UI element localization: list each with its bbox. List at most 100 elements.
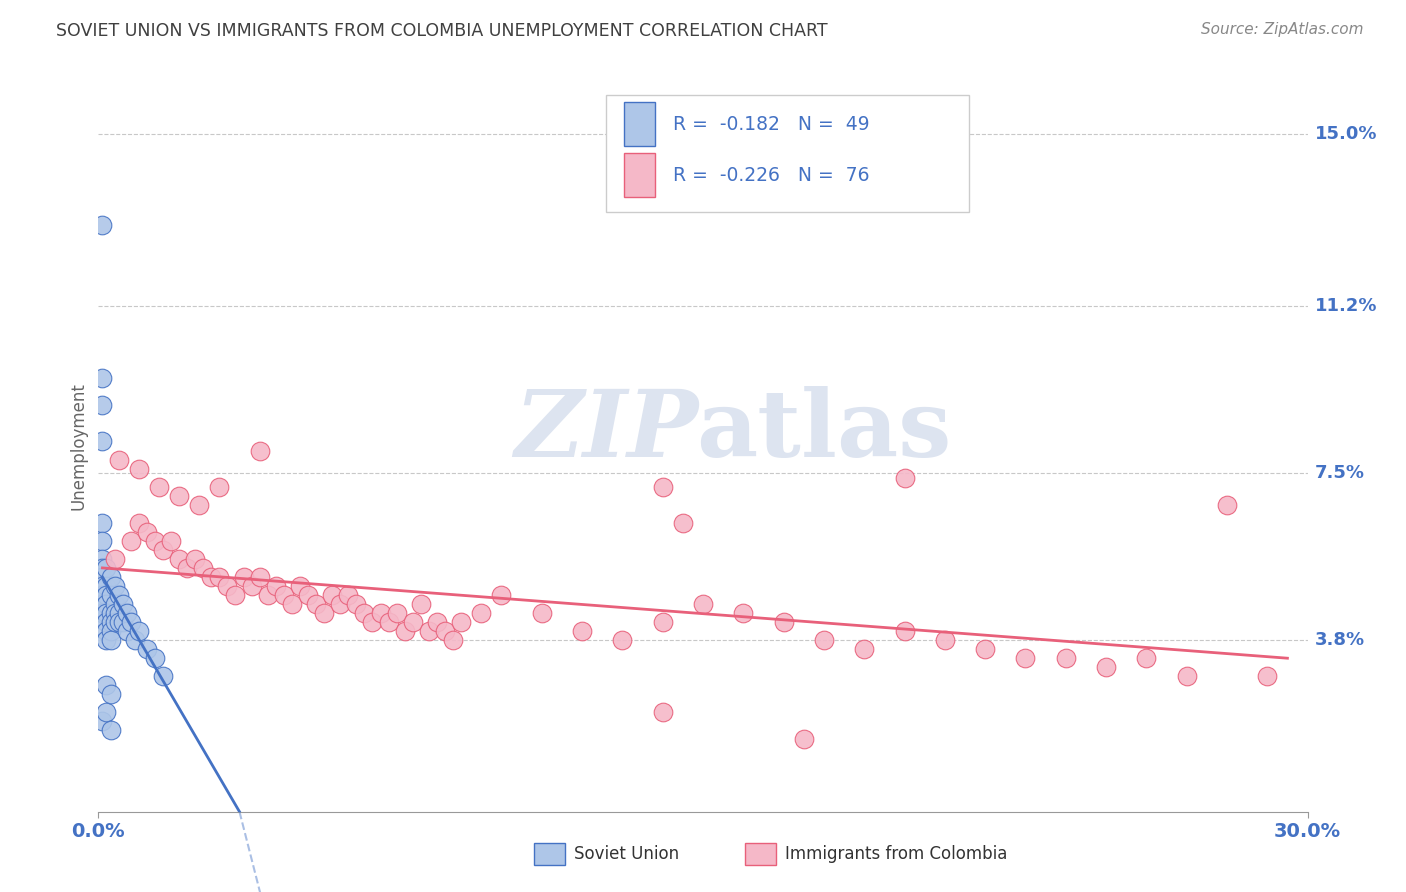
Point (571, 624, 593, 639)
Point (353, 606, 375, 620)
Point (377, 615, 399, 629)
Point (152, 669, 174, 683)
Point (434, 624, 457, 639)
Point (264, 579, 287, 593)
Point (96, 678, 118, 692)
Point (249, 443, 271, 458)
Point (135, 524, 157, 539)
Point (217, 579, 239, 593)
Point (148, 480, 170, 494)
Point (128, 624, 150, 639)
Point (853, 642, 876, 657)
Point (135, 642, 157, 657)
Point (124, 633, 146, 648)
Point (1256, 669, 1278, 683)
Bar (624, 103, 655, 146)
Point (91, 606, 114, 620)
Point (208, 480, 231, 494)
Point (120, 533, 142, 548)
Point (91, 218, 114, 232)
Point (167, 552, 190, 566)
Point (224, 588, 246, 602)
Point (651, 480, 673, 494)
Point (288, 579, 311, 593)
Point (1135, 651, 1157, 665)
Point (96, 588, 118, 602)
Point (281, 597, 304, 611)
Point (402, 615, 425, 629)
Point (793, 732, 815, 747)
Point (240, 579, 263, 593)
Point (91, 597, 114, 611)
Point (813, 633, 835, 648)
Point (1216, 498, 1239, 512)
Point (733, 606, 755, 620)
Point (167, 489, 190, 503)
Point (91, 588, 114, 602)
Point (337, 588, 360, 602)
Point (692, 597, 714, 611)
Point (91, 398, 114, 412)
Point (96, 706, 118, 720)
Point (100, 606, 122, 620)
Point (188, 498, 211, 512)
Point (394, 624, 416, 639)
Point (91, 552, 114, 566)
Point (91, 533, 114, 548)
Text: 3.8%: 3.8% (1315, 632, 1365, 649)
Point (100, 633, 122, 648)
Point (152, 542, 174, 557)
Text: atlas: atlas (696, 386, 952, 476)
Point (893, 470, 915, 484)
Point (530, 606, 553, 620)
Point (934, 633, 956, 648)
Point (361, 615, 384, 629)
Point (107, 452, 129, 467)
Point (96, 606, 118, 620)
Point (115, 624, 138, 639)
Point (232, 570, 254, 584)
Point (672, 516, 695, 530)
Point (1095, 660, 1118, 674)
Point (176, 561, 198, 575)
Point (91, 570, 114, 584)
Text: R =  -0.226   N =  76: R = -0.226 N = 76 (672, 166, 869, 185)
Text: SOVIET UNION VS IMMIGRANTS FROM COLOMBIA UNEMPLOYMENT CORRELATION CHART: SOVIET UNION VS IMMIGRANTS FROM COLOMBIA… (56, 22, 828, 40)
Point (1054, 651, 1077, 665)
Point (385, 606, 408, 620)
Point (128, 516, 150, 530)
Point (612, 633, 634, 648)
Bar (624, 153, 655, 197)
Point (184, 552, 207, 566)
Point (160, 533, 183, 548)
Point (974, 642, 997, 657)
Text: Immigrants from Colombia: Immigrants from Colombia (785, 845, 1007, 863)
Point (91, 714, 114, 729)
Point (249, 570, 271, 584)
Point (321, 588, 343, 602)
Point (651, 706, 673, 720)
Point (96, 579, 118, 593)
Point (329, 597, 352, 611)
Point (314, 606, 336, 620)
Point (128, 461, 150, 475)
Point (111, 597, 134, 611)
Point (103, 579, 125, 593)
Point (305, 597, 328, 611)
Point (100, 687, 122, 701)
Point (441, 633, 464, 648)
Point (96, 633, 118, 648)
Point (107, 615, 129, 629)
Point (91, 516, 114, 530)
Point (193, 561, 215, 575)
Point (426, 615, 449, 629)
Point (418, 624, 440, 639)
Point (100, 570, 122, 584)
Point (100, 615, 122, 629)
Point (107, 606, 129, 620)
Point (100, 624, 122, 639)
Point (893, 624, 915, 639)
Point (103, 615, 125, 629)
Point (370, 606, 392, 620)
Point (91, 371, 114, 385)
